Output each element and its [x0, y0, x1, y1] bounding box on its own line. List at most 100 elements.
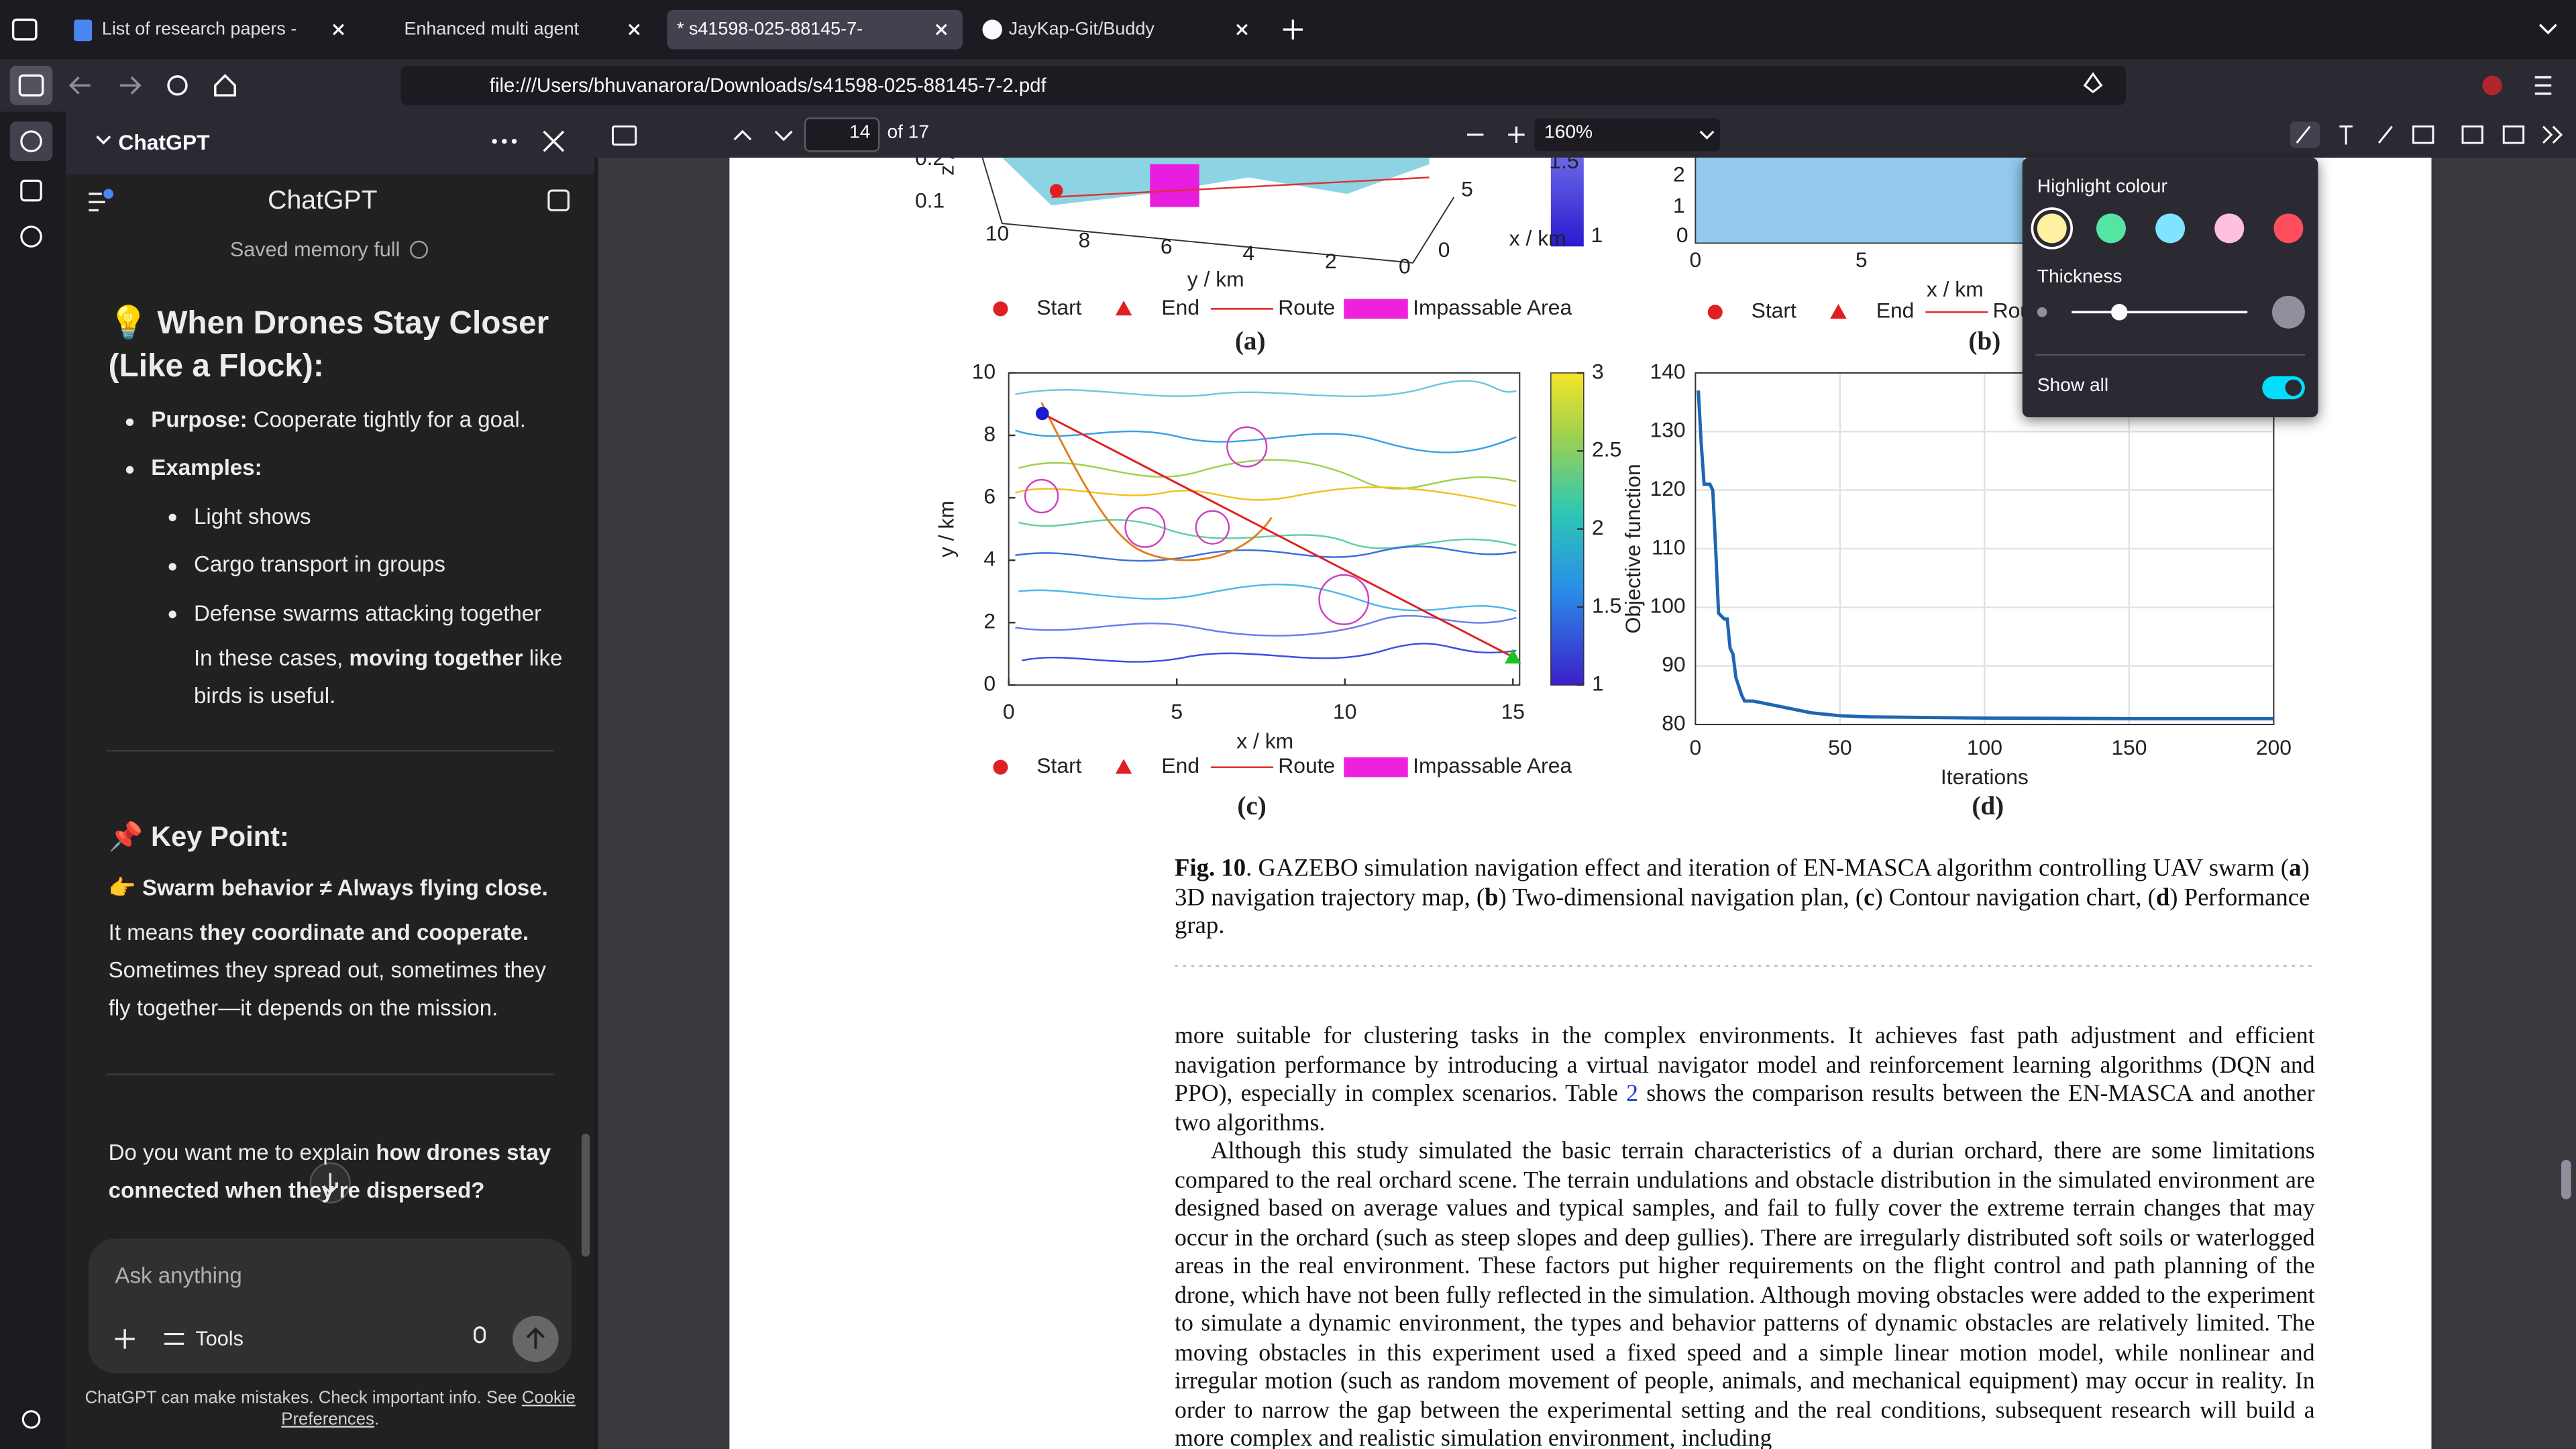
label: Impassable Area	[1413, 753, 1572, 777]
popup-label: Highlight colour	[2037, 177, 2167, 197]
label: 0	[1676, 223, 1688, 247]
label: Route	[1278, 295, 1335, 319]
panel-title: ChatGPT	[118, 129, 210, 155]
zoom-select[interactable]: 160%	[1544, 123, 1593, 144]
note: In these cases, moving together like bir…	[194, 639, 564, 715]
label: Route	[1278, 753, 1335, 777]
legend-area	[1344, 299, 1408, 319]
prompt-input[interactable]: Ask anything	[115, 1263, 242, 1289]
sidebar-strip	[0, 111, 66, 1449]
sub-bullet: Defense swarms attacking together	[193, 601, 542, 627]
plot-frame	[1008, 372, 1521, 686]
text: Do you want me to explain	[108, 1140, 376, 1165]
text: Cooperate tightly for a goal.	[247, 407, 526, 433]
body-text: more suitable for clustering tasks in th…	[1175, 1024, 2315, 1449]
label: Objective function	[1621, 464, 1645, 633]
text: Sometimes they spread out, sometimes the…	[108, 957, 546, 1020]
text: ) 3D navigation trajectory map, (	[1175, 855, 2310, 911]
bullet: Examples:	[151, 455, 262, 480]
tab-title: JayKap-Git/Buddy	[1008, 19, 1155, 40]
label: 100	[1967, 735, 2002, 759]
label: Impassable Area	[1413, 295, 1572, 319]
chatgpt-panel-frame	[65, 130, 595, 1449]
label: 130	[1650, 418, 1686, 442]
url-bar[interactable]: file:///Users/bhuvanarora/Downloads/s415…	[489, 74, 1046, 97]
label: 0.1	[915, 189, 945, 213]
swatch-ring	[2031, 207, 2074, 250]
bullet: Purpose: Cooperate tightly for a goal.	[151, 407, 526, 432]
tab-title: Enhanced multi agent coordinati	[404, 19, 580, 40]
color-swatch[interactable]	[2214, 213, 2245, 244]
figure-caption: Fig. 10. GAZEBO simulation navigation ef…	[1175, 856, 2315, 943]
label: 8	[983, 421, 996, 445]
page-number-input[interactable]: 14	[849, 123, 871, 144]
label: 0.2	[915, 158, 945, 170]
bullets	[125, 418, 176, 619]
end-point	[1505, 649, 1521, 664]
text: .	[374, 1409, 380, 1430]
scrollbar-thumb[interactable]	[2561, 1159, 2571, 1199]
label: 4	[983, 547, 996, 571]
label: 2	[1592, 515, 1604, 539]
label: 2	[983, 609, 996, 633]
label: x / km	[1927, 277, 1984, 301]
line-series	[1697, 390, 2274, 720]
text: like birds is useful.	[193, 645, 563, 708]
label: 1.5	[1592, 593, 1621, 617]
label: 150	[2111, 735, 2147, 759]
route	[1042, 413, 1513, 658]
plot-frame	[1695, 372, 2275, 725]
model-picker[interactable]: ChatGPT	[268, 187, 378, 215]
label: 0	[1689, 248, 1701, 272]
text: ) Contour navigation chart, (	[1874, 884, 2156, 911]
label: 10	[985, 221, 1009, 246]
popup-label: Thickness	[2037, 268, 2123, 288]
link[interactable]: Cookie Preferences	[281, 1388, 576, 1430]
popup-controls	[2031, 207, 2305, 400]
label: 0	[1438, 237, 1450, 262]
label: 10	[972, 359, 996, 383]
text: more suitable for clustering tasks in th…	[1175, 1023, 2315, 1108]
paragraph: It means they coordinate and cooperate. …	[109, 914, 560, 1027]
tab-title: * s41598-025-88145-7-2.pdf	[676, 19, 863, 40]
tab[interactable]: List of research papers - Googl	[62, 10, 389, 50]
label: 8	[1078, 227, 1090, 252]
color-swatch[interactable]	[2037, 213, 2067, 244]
label: 90	[1662, 652, 1685, 676]
color-swatch[interactable]	[2096, 213, 2126, 244]
text: 👉 Swarm behavior ≠ Always flying close.	[108, 875, 548, 901]
label: 0	[1689, 735, 1701, 759]
color-swatch[interactable]	[2273, 213, 2304, 244]
highlight-popup	[2022, 158, 2318, 418]
disclaimer: ChatGPT can make mistakes. Check importa…	[79, 1388, 582, 1431]
link[interactable]: 2	[1626, 1081, 1639, 1108]
label: 50	[1828, 735, 1851, 759]
legend-end-marker	[1115, 301, 1132, 316]
legend-start-marker	[1707, 305, 1723, 320]
tab[interactable]: JayKap-Git/Buddy	[969, 10, 1272, 50]
label: 2	[1673, 162, 1685, 186]
heading: 💡 When Drones Stay Closer (Like a Flock)…	[108, 305, 549, 385]
label: 120	[1650, 476, 1686, 500]
page-count: of 17	[887, 123, 930, 144]
label: 5	[1461, 176, 1473, 201]
label: y / km	[1187, 267, 1244, 291]
tab[interactable]: Enhanced multi agent coordinati	[365, 10, 692, 50]
text: d	[2155, 884, 2170, 911]
tools-button[interactable]: Tools	[195, 1327, 244, 1351]
label: 4	[1242, 241, 1254, 265]
pdf-toolbar	[598, 111, 2576, 158]
label: 6	[1161, 234, 1173, 258]
label: (b)	[1968, 327, 2000, 356]
color-swatch[interactable]	[2155, 213, 2186, 244]
legend-start-marker	[993, 759, 1008, 775]
label: 10	[1333, 699, 1356, 723]
label: 1	[1591, 223, 1603, 247]
sub-bullet: Light shows	[193, 504, 311, 529]
tab-active[interactable]: * s41598-025-88145-7-2.pdf	[637, 10, 964, 50]
text: . GAZEBO simulation navigation effect an…	[1246, 855, 2290, 883]
label: x / km	[1236, 729, 1293, 753]
text: b	[1485, 884, 1499, 911]
label: 0	[1003, 699, 1015, 723]
